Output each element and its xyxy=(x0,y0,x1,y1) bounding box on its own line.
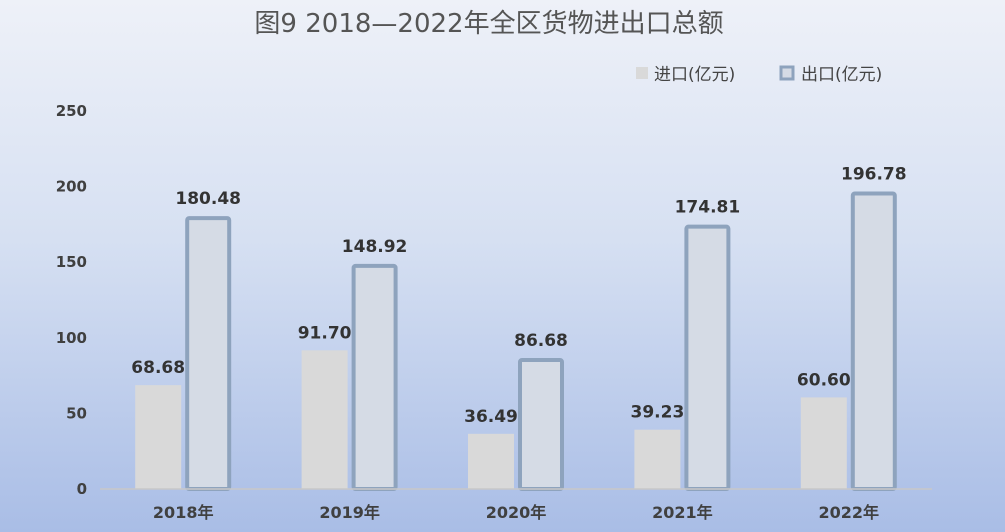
y-axis: 0 50 100 150 200 250 xyxy=(56,102,87,498)
bar-export xyxy=(518,357,564,492)
x-tick-label: 2022年 xyxy=(819,503,880,522)
data-label-import: 68.68 xyxy=(131,358,185,378)
x-axis: 2018年 2019年 2020年 2021年 2022年 xyxy=(153,503,879,522)
x-tick-label: 2020年 xyxy=(486,503,547,522)
data-label-import: 39.23 xyxy=(631,403,685,423)
data-label-export: 148.92 xyxy=(342,237,408,257)
legend-swatch-export xyxy=(779,65,795,81)
bar-import xyxy=(468,433,514,489)
bars: 68.68 180.48 91.70 148.92 36.49 86.68 39.23 174… xyxy=(131,164,907,492)
bar-export xyxy=(850,191,897,492)
chart-title: 图9 2018—2022年全区货物进出口总额 xyxy=(254,9,723,39)
bar-import xyxy=(800,397,847,489)
data-label-import: 36.49 xyxy=(464,407,518,427)
y-tick-label: 0 xyxy=(77,480,87,498)
legend: 进口(亿元) 出口(亿元) xyxy=(636,65,882,85)
bar-import xyxy=(301,350,348,489)
data-label-export: 180.48 xyxy=(175,189,241,209)
legend-label-export: 出口(亿元) xyxy=(801,65,882,85)
legend-swatch-import xyxy=(636,67,648,79)
y-tick-label: 100 xyxy=(56,329,87,347)
bar-export xyxy=(185,216,232,492)
data-label-import: 91.70 xyxy=(298,323,352,343)
data-label-export: 196.78 xyxy=(841,164,907,184)
x-tick-label: 2018年 xyxy=(153,503,214,522)
bar-import xyxy=(135,385,182,489)
y-tick-label: 250 xyxy=(56,102,87,120)
y-tick-label: 50 xyxy=(66,404,87,422)
data-label-export: 174.81 xyxy=(675,198,741,218)
y-tick-label: 200 xyxy=(56,178,87,196)
data-label-import: 60.60 xyxy=(797,370,851,390)
x-tick-label: 2021年 xyxy=(652,503,713,522)
bar-export xyxy=(684,224,731,491)
x-tick-label: 2019年 xyxy=(319,503,380,522)
bar-import xyxy=(634,429,681,489)
y-tick-label: 150 xyxy=(56,253,87,271)
legend-label-import: 进口(亿元) xyxy=(654,65,735,85)
bar-export xyxy=(351,263,398,491)
data-label-export: 86.68 xyxy=(514,331,568,351)
